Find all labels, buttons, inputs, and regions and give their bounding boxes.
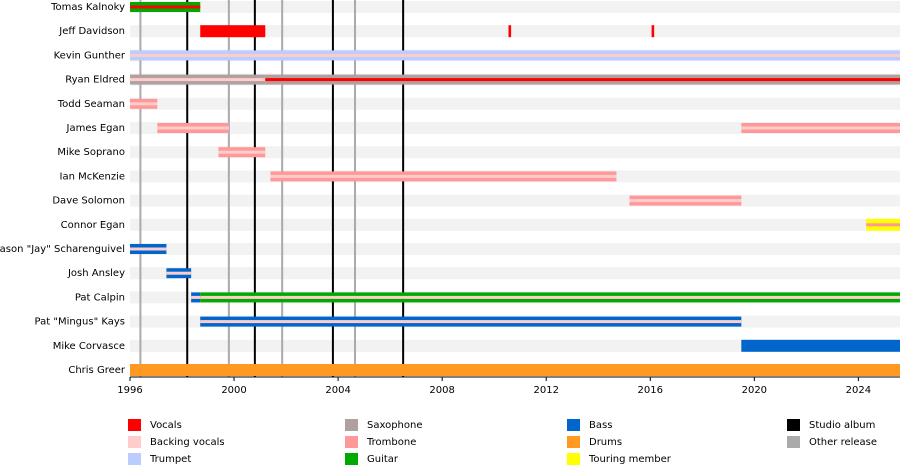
member-bar-stripe	[166, 271, 192, 275]
legend-label: Bass	[589, 420, 612, 431]
member-bar-stripe	[130, 102, 158, 106]
member-bar-stripe	[130, 5, 201, 9]
row-band	[130, 146, 900, 159]
member-name: Connor Egan	[61, 220, 125, 231]
member-name: Todd Seaman	[57, 99, 125, 110]
legend-label: Drums	[589, 437, 622, 448]
row-band	[130, 122, 900, 134]
member-name: James Egan	[66, 123, 126, 134]
member-name: Pat "Mingus" Kays	[35, 317, 125, 328]
x-tick-label: 2000	[221, 385, 246, 396]
legend-label: Touring member	[588, 454, 672, 465]
legend-label: Trombone	[366, 437, 416, 448]
legend-swatch	[787, 436, 800, 448]
legend-swatch	[345, 453, 358, 465]
member-bar-stripe	[130, 78, 266, 82]
legend-swatch	[787, 419, 800, 431]
member-bar	[200, 25, 266, 38]
member-name: Josh Ansley	[67, 268, 125, 279]
legend-label: Trumpet	[149, 454, 191, 465]
row-band	[130, 339, 900, 352]
x-tick-label: 2008	[429, 385, 454, 396]
row-band	[130, 97, 900, 110]
row-band	[130, 243, 900, 255]
legend-swatch	[567, 436, 580, 448]
member-name: Dave Solomon	[52, 196, 125, 207]
member-name: Chris Greer	[68, 365, 126, 376]
member-name: Ryan Eldred	[65, 75, 125, 86]
x-tick-label: 1996	[117, 385, 142, 396]
member-name: Tomas Kalnoky	[50, 2, 125, 13]
member-bar-stripe	[270, 174, 617, 178]
row-band	[130, 25, 900, 38]
member-name: Mike Soprano	[57, 147, 125, 158]
member-bar	[508, 25, 512, 38]
member-bar-stripe	[265, 78, 900, 82]
legend-swatch	[345, 419, 358, 431]
legend-label: Guitar	[367, 454, 399, 465]
member-name: Mike Corvasce	[53, 341, 125, 352]
member-name: Kevin Gunther	[54, 50, 126, 61]
legend-label: Vocals	[150, 420, 182, 431]
row-band	[130, 1, 900, 13]
x-tick-label: 2012	[533, 385, 558, 396]
member-bar-stripe	[741, 126, 900, 130]
member-bar	[741, 339, 900, 352]
member-bar-stripe	[157, 126, 229, 130]
member-bar-stripe	[866, 223, 900, 227]
legend-swatch	[567, 453, 580, 465]
legend-label: Saxophone	[367, 420, 423, 431]
legend-swatch	[567, 419, 580, 431]
row-band	[130, 194, 900, 207]
legend-label: Studio album	[809, 420, 875, 431]
member-bar-stripe	[629, 199, 742, 203]
x-tick-label: 2016	[638, 385, 663, 396]
x-tick-label: 2020	[742, 385, 767, 396]
member-name: Jason "Jay" Scharenguivel	[0, 244, 125, 255]
member-bar-stripe	[191, 295, 201, 299]
member-bar-stripe	[200, 320, 742, 324]
member-name: Pat Calpin	[75, 292, 125, 303]
x-tick-label: 2004	[325, 385, 350, 396]
legend-swatch	[128, 436, 141, 448]
row-band	[130, 218, 900, 231]
member-bar-stripe	[200, 295, 900, 299]
member-bar	[130, 364, 900, 376]
member-name: Jeff Davidson	[58, 26, 125, 37]
legend-swatch	[128, 453, 141, 465]
member-bar-stripe	[130, 53, 900, 57]
legend-swatch	[345, 436, 358, 448]
legend-label: Backing vocals	[150, 437, 225, 448]
member-bar	[651, 25, 655, 38]
legend-label: Other release	[809, 437, 877, 448]
row-band	[130, 267, 900, 280]
member-bar-stripe	[218, 150, 266, 154]
member-bar-stripe	[130, 247, 167, 251]
x-tick-label: 2024	[846, 385, 871, 396]
member-name: Ian McKenzie	[60, 171, 125, 182]
legend-swatch	[128, 419, 141, 431]
